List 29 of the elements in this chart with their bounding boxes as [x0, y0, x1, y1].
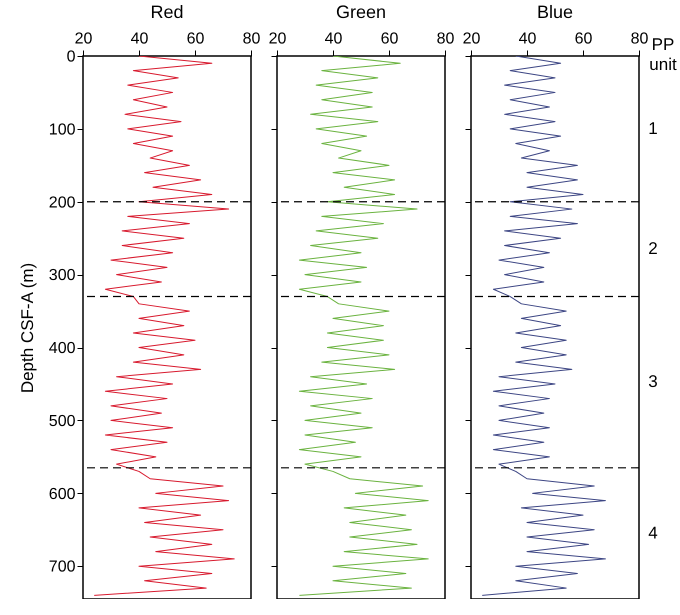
- x-tick-label: 40: [324, 30, 342, 48]
- x-tick-label: 40: [518, 30, 536, 48]
- y-tick-label: 600: [48, 486, 76, 503]
- chart-title: Green: [336, 2, 386, 22]
- x-tick-label: 60: [380, 30, 398, 48]
- text: 1: [648, 118, 658, 138]
- y-tick-label: 700: [48, 558, 76, 576]
- x-tick-label: 20: [268, 30, 286, 48]
- chart-title: Blue: [536, 2, 574, 22]
- x-tick-label: 60: [574, 30, 592, 48]
- y-axis-title: Depth CSF-A (m): [18, 262, 37, 394]
- x-tick-label: 80: [630, 30, 648, 48]
- text: 3: [648, 372, 658, 392]
- y-tick-label: 0: [66, 48, 76, 66]
- text: PP unit: [649, 35, 677, 74]
- x-tick-label: 40: [130, 30, 148, 48]
- y-tick-label: 200: [48, 194, 76, 212]
- y-tick-label: 100: [48, 121, 76, 138]
- x-tick-label: 20: [462, 30, 480, 48]
- chart-title: Red: [150, 2, 184, 22]
- x-tick-label: 60: [186, 30, 204, 48]
- x-tick-label: 80: [242, 30, 260, 48]
- y-tick-label: 400: [48, 340, 76, 358]
- text: 4: [648, 523, 658, 542]
- x-tick-label: 80: [436, 30, 454, 48]
- y-tick-label: 500: [48, 412, 76, 430]
- x-tick-label: 20: [74, 30, 92, 48]
- y-tick-label: 300: [48, 267, 76, 284]
- text: 2: [648, 239, 658, 258]
